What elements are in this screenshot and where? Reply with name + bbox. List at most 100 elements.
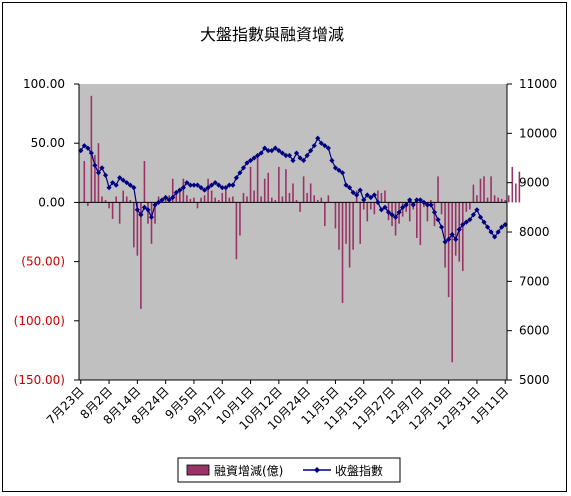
bar bbox=[281, 196, 284, 203]
index-point bbox=[495, 229, 501, 235]
index-point bbox=[368, 194, 374, 201]
left-tick-label: 100.00 bbox=[23, 77, 65, 91]
index-point bbox=[346, 185, 353, 191]
index-point bbox=[499, 224, 505, 230]
bar bbox=[171, 178, 174, 203]
index-point bbox=[375, 199, 381, 205]
index-point bbox=[106, 185, 112, 191]
bar bbox=[221, 192, 224, 203]
index-point bbox=[449, 231, 455, 238]
index-point bbox=[99, 165, 105, 171]
bar bbox=[140, 202, 142, 309]
x-axis-ticks: 7月23日8月2日8月14日8月24日9月5日9月17日10月1日10月12日1… bbox=[44, 380, 511, 433]
bar bbox=[225, 185, 227, 203]
left-tick-label: 50.00 bbox=[31, 136, 65, 150]
index-point bbox=[431, 209, 438, 215]
bar bbox=[377, 190, 379, 203]
index-point bbox=[389, 212, 395, 218]
index-point bbox=[428, 202, 434, 208]
bar-series bbox=[83, 95, 521, 363]
bar bbox=[416, 202, 418, 238]
bar bbox=[270, 197, 273, 203]
bar bbox=[115, 196, 117, 203]
bar bbox=[454, 202, 457, 256]
index-point bbox=[212, 180, 218, 186]
bar bbox=[370, 202, 372, 210]
bar bbox=[214, 197, 216, 203]
bar bbox=[136, 202, 139, 256]
index-point bbox=[223, 185, 229, 191]
bar bbox=[196, 202, 199, 209]
bar bbox=[143, 160, 146, 203]
index-point bbox=[173, 189, 179, 196]
bar bbox=[373, 202, 376, 215]
index-point bbox=[463, 219, 469, 225]
bar bbox=[157, 196, 160, 203]
index-point bbox=[95, 170, 102, 176]
index-point bbox=[85, 145, 91, 151]
bar bbox=[327, 195, 330, 203]
bar bbox=[125, 196, 128, 203]
bar bbox=[217, 200, 220, 203]
index-point bbox=[396, 209, 402, 215]
index-point bbox=[92, 162, 98, 168]
index-point bbox=[81, 143, 87, 149]
bar bbox=[440, 202, 443, 215]
bar bbox=[309, 183, 312, 203]
index-point bbox=[216, 182, 222, 188]
index-point bbox=[240, 165, 247, 171]
index-point bbox=[237, 170, 243, 176]
bar bbox=[256, 155, 259, 203]
bar bbox=[408, 202, 411, 222]
bar bbox=[313, 195, 316, 203]
bar bbox=[426, 202, 429, 222]
bar bbox=[182, 178, 185, 203]
legend-line-label: 收盤指數 bbox=[335, 463, 383, 478]
bar bbox=[384, 190, 386, 203]
bar bbox=[324, 202, 326, 227]
bar bbox=[469, 202, 471, 210]
index-point bbox=[308, 148, 314, 154]
bar bbox=[263, 178, 266, 203]
bar bbox=[345, 202, 347, 244]
bar bbox=[83, 160, 86, 203]
bar bbox=[274, 200, 277, 203]
index-point bbox=[201, 187, 208, 193]
index-point bbox=[301, 157, 307, 164]
index-point bbox=[417, 197, 423, 203]
index-point bbox=[177, 187, 183, 193]
bar bbox=[352, 202, 354, 250]
index-point bbox=[265, 148, 271, 154]
bar bbox=[288, 192, 291, 203]
bar bbox=[200, 197, 202, 203]
index-point bbox=[187, 182, 194, 188]
index-point bbox=[141, 204, 148, 210]
index-point bbox=[233, 175, 240, 181]
left-tick-label: (50.00) bbox=[21, 255, 65, 269]
bar bbox=[430, 200, 432, 203]
left-axis-ticks: 100.00 50.00 0.00 (50.00) (100.00) (150.00) bbox=[14, 77, 79, 387]
bar bbox=[267, 172, 270, 203]
index-point bbox=[258, 150, 264, 156]
index-point bbox=[205, 185, 211, 191]
index-point bbox=[364, 192, 370, 198]
index-point bbox=[343, 182, 349, 188]
index-point bbox=[293, 150, 300, 156]
index-point bbox=[166, 197, 172, 203]
index-point bbox=[350, 189, 356, 196]
index-point bbox=[269, 148, 275, 154]
bar bbox=[150, 202, 153, 244]
index-point bbox=[414, 197, 420, 203]
index-point bbox=[251, 155, 257, 161]
index-point bbox=[283, 152, 289, 159]
bar bbox=[483, 176, 485, 203]
legend-bar-swatch bbox=[186, 464, 210, 476]
index-point bbox=[180, 185, 186, 191]
bar bbox=[203, 195, 206, 203]
legend: 融資增減(億) 收盤指數 bbox=[177, 457, 401, 483]
index-point bbox=[131, 185, 137, 191]
bar bbox=[486, 197, 489, 203]
plot-area bbox=[79, 84, 507, 380]
index-point bbox=[442, 239, 448, 245]
bar bbox=[228, 197, 231, 203]
